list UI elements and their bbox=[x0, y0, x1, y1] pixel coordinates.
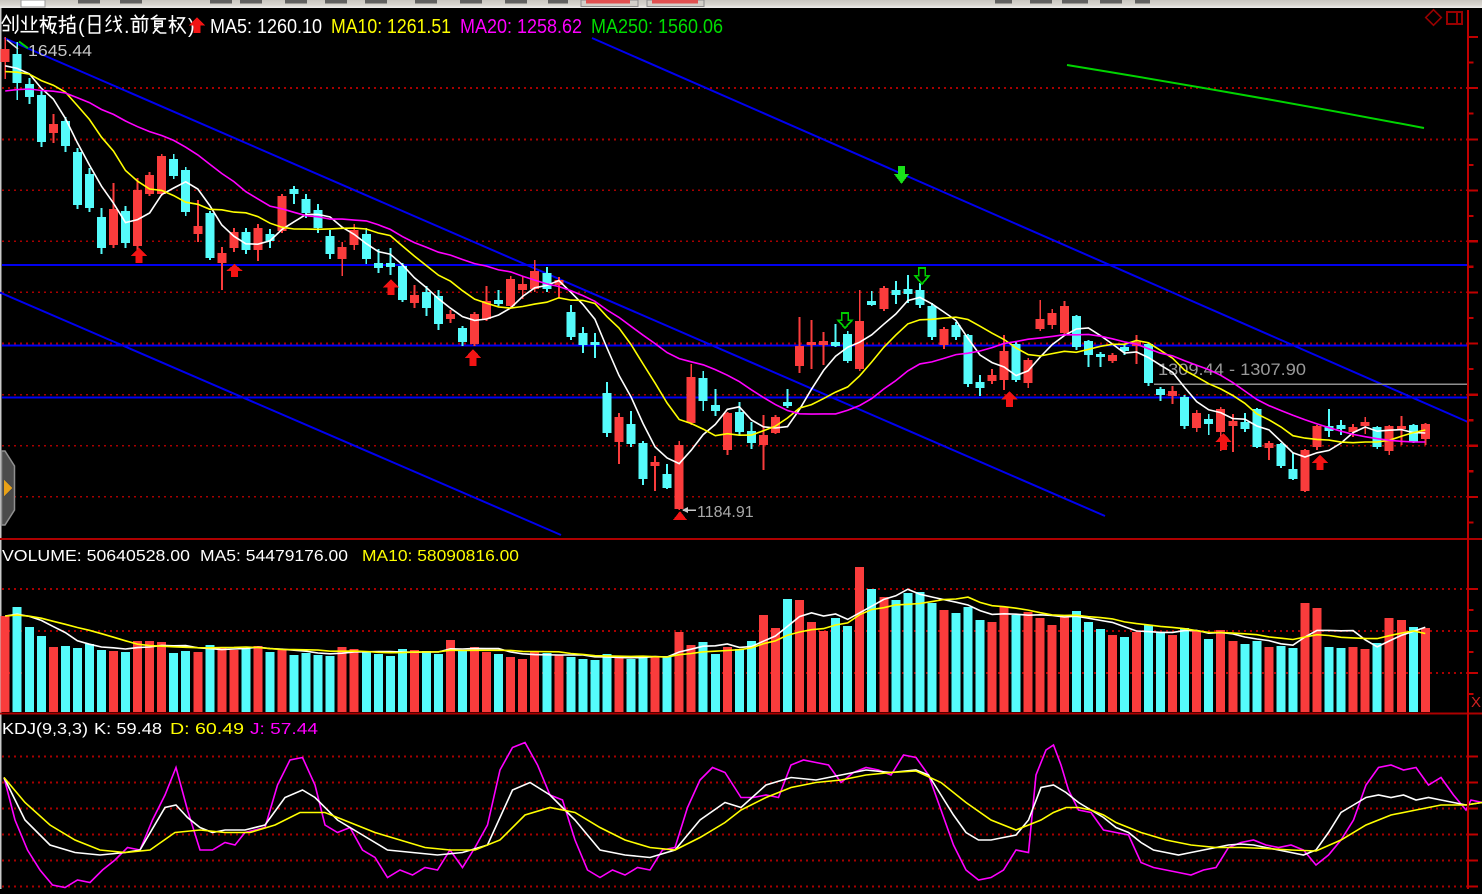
svg-text:J: 57.44: J: 57.44 bbox=[250, 721, 318, 738]
svg-text:MA5: 1260.10: MA5: 1260.10 bbox=[210, 16, 322, 38]
svg-text:MA250: 1560.06: MA250: 1560.06 bbox=[591, 16, 723, 38]
svg-text:.: . bbox=[124, 16, 130, 38]
svg-text:MA10: 1261.51: MA10: 1261.51 bbox=[331, 16, 451, 38]
svg-text:(: ( bbox=[78, 16, 85, 38]
svg-text:KDJ(9,3,3): KDJ(9,3,3) bbox=[2, 721, 88, 738]
svg-text:MA10: 58090816.00: MA10: 58090816.00 bbox=[362, 548, 519, 565]
svg-text:D: 60.49: D: 60.49 bbox=[170, 721, 244, 738]
svg-text:X: X bbox=[1471, 694, 1481, 711]
svg-text:VOLUME: 50640528.00: VOLUME: 50640528.00 bbox=[2, 548, 190, 565]
svg-text:K: 59.48: K: 59.48 bbox=[94, 721, 162, 738]
svg-text:MA5: 54479176.00: MA5: 54479176.00 bbox=[200, 548, 348, 565]
svg-text:): ) bbox=[188, 16, 195, 38]
svg-text:1184.91: 1184.91 bbox=[697, 504, 754, 521]
svg-text:MA20: 1258.62: MA20: 1258.62 bbox=[460, 16, 582, 38]
svg-text:1645.44: 1645.44 bbox=[28, 43, 92, 60]
svg-text:1309.44 - 1307.90: 1309.44 - 1307.90 bbox=[1158, 360, 1306, 379]
